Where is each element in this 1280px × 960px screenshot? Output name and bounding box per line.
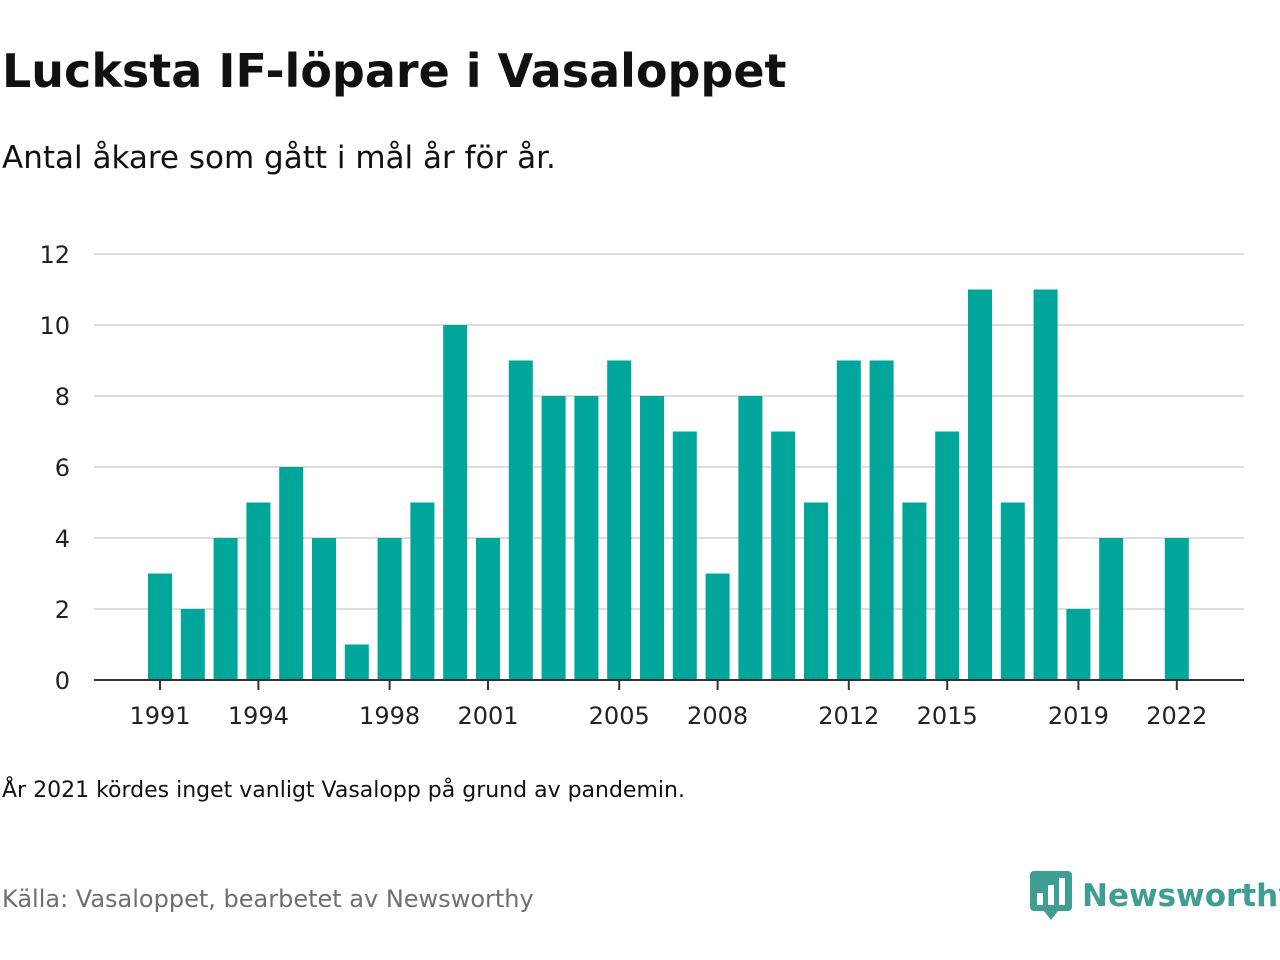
bar-2007: [672, 431, 697, 680]
x-axis-ticks: 1991 1994 1998 2001 2005 2008 2012 2015 2019 2022: [129, 680, 1207, 730]
bar-2017: [1000, 502, 1025, 680]
bars: [94, 289, 1244, 681]
x-tick-label: 2019: [1048, 702, 1109, 730]
newsworthy-logo: Newsworthy: [1030, 868, 1280, 924]
bar-2012: [836, 360, 861, 680]
bar-2015: [935, 431, 960, 680]
bar-1997: [344, 644, 369, 680]
x-tick-label: 2022: [1146, 702, 1207, 730]
y-tick-label: 12: [39, 241, 70, 269]
bar-2001: [476, 538, 500, 680]
bar-2010: [771, 431, 796, 680]
bar-1994: [246, 502, 271, 680]
y-tick-label: 4: [55, 525, 70, 553]
bar-2013: [869, 360, 894, 680]
bar-1999: [410, 502, 435, 680]
footnote: År 2021 kördes inget vanligt Vasalopp på…: [2, 778, 685, 803]
bar-2016: [968, 289, 992, 680]
bar-1998: [377, 538, 402, 680]
x-tick-label: 2015: [917, 702, 978, 730]
bar-1991: [148, 573, 172, 680]
y-tick-label: 8: [55, 383, 70, 411]
bar-2003: [541, 396, 566, 680]
bar-2005: [607, 360, 632, 680]
x-tick-label: 2008: [687, 702, 748, 730]
y-tick-label: 0: [55, 667, 70, 695]
bar-1992: [180, 609, 205, 680]
x-tick-label: 1994: [228, 702, 289, 730]
bar-chart: 0 2 4 6 8 10 12 1991 1994 1998 2001 2005 2008 2012 20…: [39, 241, 1244, 730]
x-tick-label: 2012: [818, 702, 879, 730]
x-tick-label: 1991: [129, 702, 190, 730]
bar-2014: [902, 502, 927, 680]
bar-1995: [279, 467, 304, 680]
bar-2020: [1099, 538, 1124, 680]
bar-2004: [574, 396, 599, 680]
y-tick-label: 2: [55, 596, 70, 624]
y-tick-label: 10: [39, 312, 70, 340]
bar-2002: [508, 360, 533, 680]
bar-2011: [804, 502, 828, 680]
y-axis-ticks: 0 2 4 6 8 10 12: [39, 241, 70, 695]
x-tick-label: 1998: [359, 702, 420, 730]
bar-2006: [640, 396, 664, 680]
newsworthy-logo-icon: [1030, 871, 1072, 920]
x-tick-label: 2001: [457, 702, 518, 730]
bar-1996: [312, 538, 336, 680]
bar-1993: [213, 538, 238, 680]
x-tick-label: 2005: [589, 702, 650, 730]
bar-2000: [443, 325, 468, 680]
newsworthy-logo-text: Newsworthy: [1082, 878, 1280, 914]
chart-subtitle: Antal åkare som gått i mål år för år.: [2, 140, 556, 176]
y-tick-label: 6: [55, 454, 70, 482]
chart-title: Lucksta IF-löpare i Vasaloppet: [2, 44, 787, 98]
bar-2008: [705, 573, 730, 680]
source-credit: Källa: Vasaloppet, bearbetet av Newswort…: [2, 885, 534, 913]
bar-2009: [738, 396, 763, 680]
bar-2022: [1164, 538, 1189, 680]
bar-2018: [1033, 289, 1058, 680]
bar-2019: [1066, 609, 1091, 680]
